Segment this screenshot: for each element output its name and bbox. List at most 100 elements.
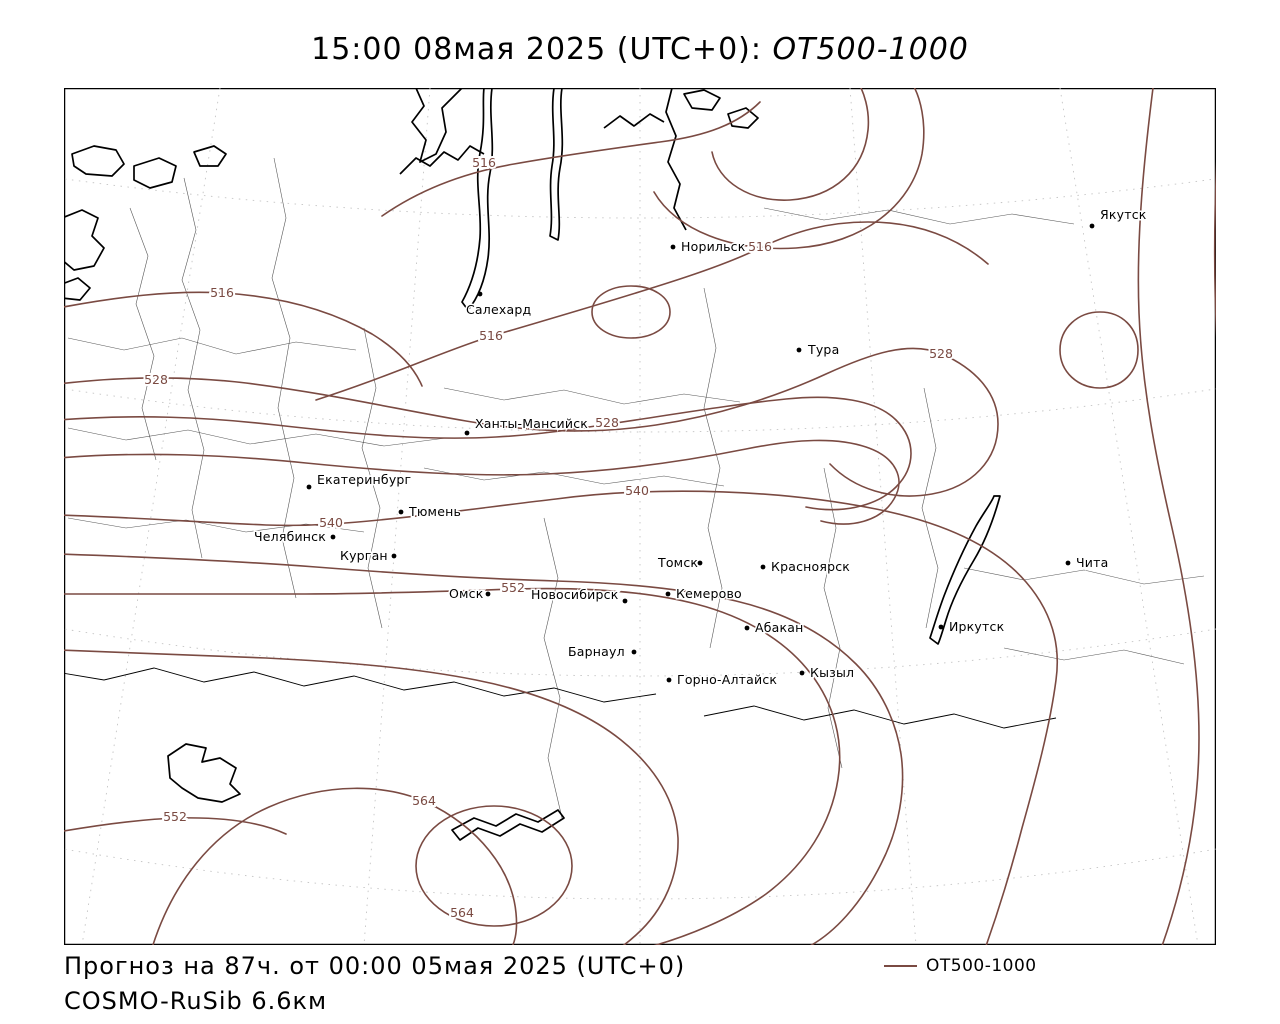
city-marker: Тура: [796, 341, 841, 359]
city-label: Ханты-Мансийск: [475, 416, 588, 431]
city-marker: Якутск: [1089, 206, 1148, 229]
city-dot: [464, 430, 470, 436]
city-label: Новосибирск: [531, 587, 619, 602]
map-canvas: 516 516 516 516 528 528 528 540 540 552 552 564 564 Я…: [64, 88, 1216, 945]
city-label: Омск: [449, 586, 484, 601]
graticule-grid: [64, 88, 1216, 945]
legend: ОТ500-1000: [884, 956, 1037, 976]
city-marker: Кызыл: [799, 664, 856, 682]
legend-label: ОТ500-1000: [926, 956, 1037, 976]
contour-label: 540: [625, 483, 649, 498]
city-label: Курган: [340, 548, 388, 563]
city-marker: Ханты-Мансийск: [464, 415, 590, 436]
city-marker: Барнаул: [567, 643, 637, 661]
contour-lines: [64, 88, 1216, 945]
city-dot: [622, 598, 628, 604]
city-label: Барнаул: [568, 644, 625, 659]
city-label: Чита: [1076, 555, 1108, 570]
admin-boundaries: [64, 157, 1205, 819]
city-dot: [306, 484, 312, 490]
city-marker: Чита: [1065, 554, 1110, 572]
city-marker: Горно-Алтайск: [666, 671, 779, 689]
city-dot: [477, 291, 483, 297]
city-dot: [697, 560, 703, 566]
city-dot: [760, 564, 766, 570]
contour-line: [64, 439, 900, 525]
contour-label: 564: [412, 793, 436, 808]
city-label: Томск: [657, 555, 698, 570]
city-marker: Томск: [656, 554, 703, 572]
city-dot: [330, 534, 336, 540]
city-marker: Курган: [339, 547, 397, 565]
city-dot: [670, 244, 676, 250]
city-marker: Тюмень: [398, 503, 462, 521]
city-label: Кызыл: [810, 665, 854, 680]
city-dot: [1065, 560, 1071, 566]
contour-line: [152, 787, 518, 945]
contour-line: [64, 347, 999, 497]
contour-line: [381, 101, 761, 217]
contour-label: 564: [450, 905, 474, 920]
map-annotations: 516 516 516 516 528 528 528 540 540 552 552 564 564 Я…: [142, 153, 1148, 922]
city-label: Тюмень: [408, 504, 461, 519]
contour-label: 516: [748, 239, 772, 254]
contour-line: [591, 285, 671, 339]
city-dot: [485, 591, 491, 597]
city-marker: Екатеринбург: [306, 471, 413, 490]
contour-label: 516: [472, 155, 496, 170]
city-marker: Иркутск: [938, 618, 1006, 636]
city-label: Екатеринбург: [317, 472, 411, 487]
city-dot: [398, 509, 404, 515]
city-label: Горно-Алтайск: [677, 672, 777, 687]
legend-line-sample: [884, 965, 917, 967]
contour-line: [64, 396, 912, 511]
city-marker: Абакан: [744, 619, 805, 637]
model-info-line: COSMO-RuSib 6.6км: [64, 987, 328, 1015]
city-label: Якутск: [1100, 207, 1147, 222]
city-label: Норильск: [681, 239, 746, 254]
contour-line: [64, 587, 841, 945]
city-dot: [796, 347, 802, 353]
contour-label: 528: [144, 372, 168, 387]
city-dot: [665, 591, 671, 597]
city-dot: [391, 553, 397, 559]
title-field: OT500-1000: [772, 32, 969, 67]
city-marker: Кемерово: [665, 585, 743, 603]
contour-line: [315, 221, 989, 401]
city-label: Тура: [807, 342, 839, 357]
forecast-map: 516 516 516 516 528 528 528 540 540 552 552 564 564 Я…: [64, 88, 1216, 945]
city-label: Кемерово: [676, 586, 742, 601]
city-marker: Салехард: [465, 291, 533, 319]
city-label: Абакан: [755, 620, 804, 635]
contour-label: 552: [501, 580, 525, 595]
forecast-info-line: Прогноз на 87ч. от 00:00 05мая 2025 (UTC…: [64, 952, 686, 980]
contour-label: 528: [595, 415, 619, 430]
city-dot: [666, 677, 672, 683]
contour-label: 516: [210, 285, 234, 300]
page-title: 15:00 08мая 2025 (UTC+0): OT500-1000: [0, 32, 1280, 67]
contour-line: [64, 490, 1059, 945]
city-marker: Норильск: [670, 238, 747, 256]
contour-line: [415, 805, 573, 927]
contour-line: [64, 649, 679, 945]
contour-line: [653, 88, 925, 250]
contour-line: [64, 817, 287, 835]
contour-line: [711, 88, 870, 201]
city-label: Красноярск: [771, 559, 850, 574]
title-time: 15:00 08мая 2025 (UTC+0):: [311, 32, 773, 67]
city-dot: [799, 670, 805, 676]
city-marker: Новосибирск: [530, 586, 628, 604]
contour-line: [1059, 311, 1139, 389]
contour-line: [64, 291, 423, 387]
city-label: Салехард: [466, 302, 531, 317]
city-marker: Омск: [448, 585, 491, 603]
contour-label: 528: [929, 346, 953, 361]
city-label: Челябинск: [254, 529, 326, 544]
city-dot: [631, 649, 637, 655]
city-dot: [938, 624, 944, 630]
city-dot: [744, 625, 750, 631]
contour-label: 540: [319, 515, 343, 530]
contour-line: [64, 553, 904, 945]
coastlines: [64, 88, 1001, 841]
city-marker: Челябинск: [253, 528, 336, 546]
